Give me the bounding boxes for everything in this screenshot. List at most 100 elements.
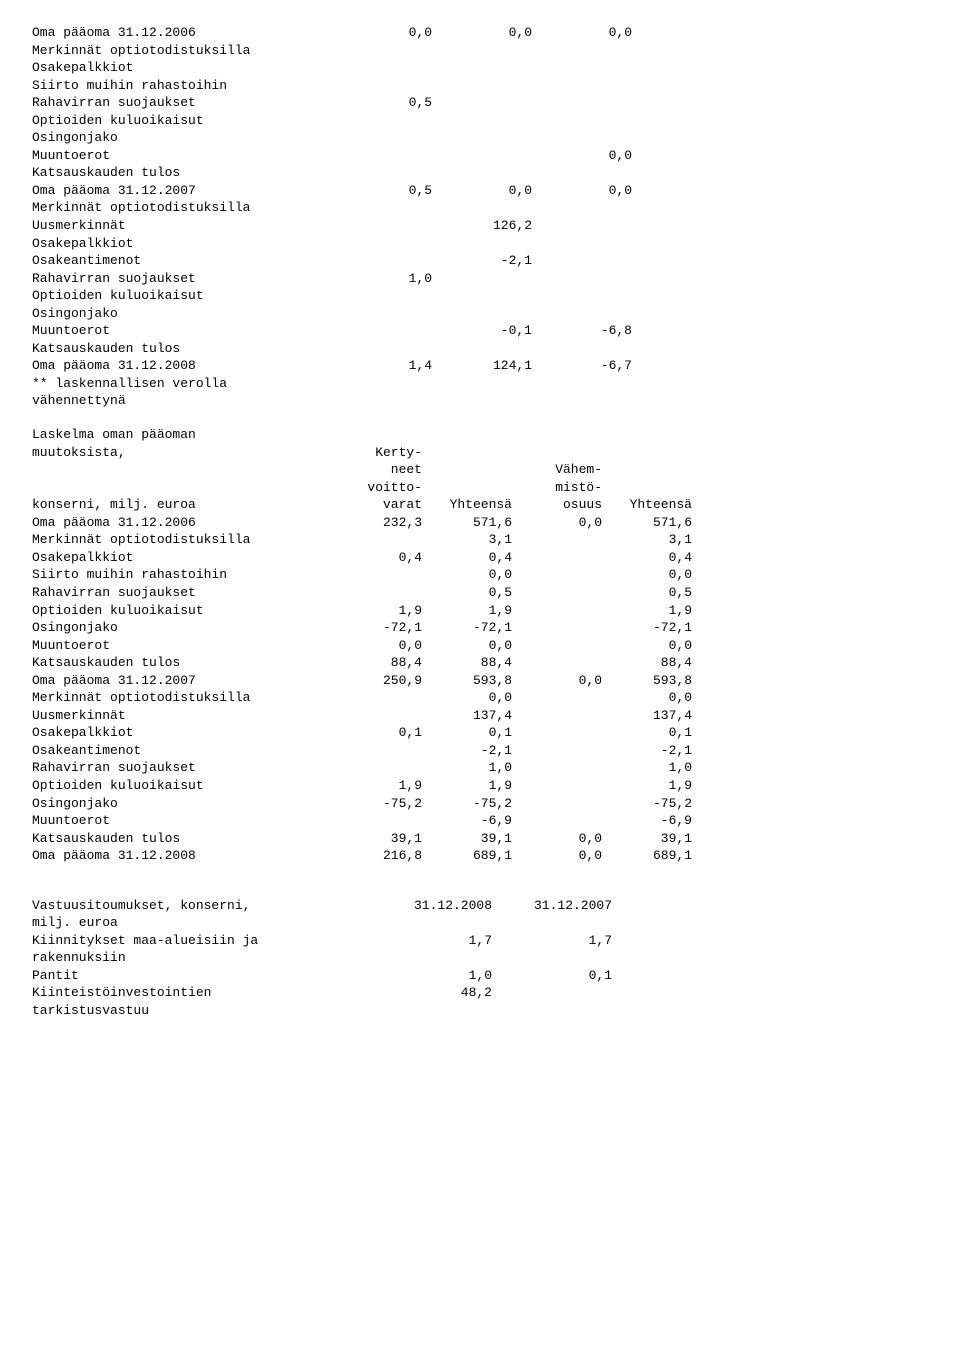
col-3: [532, 59, 632, 77]
col-2: 0,0: [422, 637, 512, 655]
equity-row: Optioiden kuluoikaisut1,91,91,9: [32, 602, 928, 620]
h-c1: neet: [332, 461, 422, 479]
col-4: 0,1: [602, 724, 692, 742]
col-1: [332, 147, 432, 165]
col-1: [332, 305, 432, 323]
h-c2: [422, 461, 512, 479]
row-label: Merkinnät optiotodistuksilla: [32, 42, 332, 60]
col-1: [332, 531, 422, 549]
col-2: [432, 270, 532, 288]
header-row: milj. euroa: [32, 914, 928, 932]
row-label: ** laskennallisen verolla: [32, 375, 332, 393]
h-c1: [372, 914, 492, 932]
col-3: [512, 654, 602, 672]
h-c4: [602, 461, 692, 479]
equity-row: Rahavirran suojaukset1,0: [32, 270, 928, 288]
h-c3: Vähem-: [512, 461, 602, 479]
row-label: Optioiden kuluoikaisut: [32, 777, 332, 795]
col-1: [332, 59, 432, 77]
col-4: -75,2: [602, 795, 692, 813]
h-c3: osuus: [512, 496, 602, 514]
h-c2: [422, 479, 512, 497]
col-4: -72,1: [602, 619, 692, 637]
col-3: [532, 270, 632, 288]
equity-row: Rahavirran suojaukset1,01,0: [32, 759, 928, 777]
col-3: [532, 392, 632, 410]
h-c1: voitto-: [332, 479, 422, 497]
row-label: Osakeantimenot: [32, 742, 332, 760]
col-2: -2,1: [432, 252, 532, 270]
col-2: 1,0: [422, 759, 512, 777]
col-1: [332, 287, 432, 305]
col-4: 137,4: [602, 707, 692, 725]
equity-row: Optioiden kuluoikaisut: [32, 287, 928, 305]
col-1: 0,1: [332, 724, 422, 742]
col-2: [432, 235, 532, 253]
col-1: 39,1: [332, 830, 422, 848]
row-label: Osakepalkkiot: [32, 549, 332, 567]
row-label: Osakepalkkiot: [32, 59, 332, 77]
equity-row: Merkinnät optiotodistuksilla: [32, 199, 928, 217]
col-3: [532, 375, 632, 393]
col-2: [492, 984, 612, 1002]
col-1: [332, 742, 422, 760]
col-2: -72,1: [422, 619, 512, 637]
col-2: 137,4: [422, 707, 512, 725]
h-c1: varat: [332, 496, 422, 514]
equity-row: vähennettynä: [32, 392, 928, 410]
equity-row: Uusmerkinnät 126,2: [32, 217, 928, 235]
col-2: [432, 147, 532, 165]
row-label: Katsauskauden tulos: [32, 340, 332, 358]
header-label: Vastuusitoumukset, konserni,: [32, 897, 372, 915]
col-2: 126,2: [432, 217, 532, 235]
col-4: 39,1: [602, 830, 692, 848]
col-3: [512, 724, 602, 742]
equity-row: Katsauskauden tulos: [32, 164, 928, 182]
col-1: 1,0: [332, 270, 432, 288]
col-1: 0,4: [332, 549, 422, 567]
row-label: Kiinnitykset maa-alueisiin ja: [32, 932, 372, 950]
col-4: 593,8: [602, 672, 692, 690]
equity-row: Oma pääoma 31.12.2008216,8689,10,0689,1: [32, 847, 928, 865]
col-1: [332, 566, 422, 584]
header-label: [32, 479, 332, 497]
col-1: [332, 252, 432, 270]
col-1: 1,7: [372, 932, 492, 950]
equity-row: Optioiden kuluoikaisut: [32, 112, 928, 130]
col-1: 48,2: [372, 984, 492, 1002]
row-label: Osakeantimenot: [32, 252, 332, 270]
col-1: [332, 235, 432, 253]
equity-row: Oma pääoma 31.12.2007250,9593,80,0593,8: [32, 672, 928, 690]
col-2: 0,4: [422, 549, 512, 567]
equity-row: Merkinnät optiotodistuksilla: [32, 42, 928, 60]
col-2: [432, 112, 532, 130]
row-label: Pantit: [32, 967, 372, 985]
header-row: Laskelma oman pääoman: [32, 426, 928, 444]
equity-row: Optioiden kuluoikaisut1,91,91,9: [32, 777, 928, 795]
equity-row: Siirto muihin rahastoihin: [32, 77, 928, 95]
col-4: 0,0: [602, 637, 692, 655]
equity-row: Oma pääoma 31.12.20060,00,00,0: [32, 24, 928, 42]
col-3: 0,0: [512, 672, 602, 690]
equity-row: Oma pääoma 31.12.20070,50,00,0: [32, 182, 928, 200]
col-2: -2,1: [422, 742, 512, 760]
col-1: [332, 322, 432, 340]
col-2: 571,6: [422, 514, 512, 532]
row-label: Oma pääoma 31.12.2006: [32, 514, 332, 532]
row-label: Merkinnät optiotodistuksilla: [32, 531, 332, 549]
row-label: Oma pääoma 31.12.2008: [32, 847, 332, 865]
row-label: Uusmerkinnät: [32, 217, 332, 235]
col-3: [512, 619, 602, 637]
col-1: 1,9: [332, 777, 422, 795]
col-1: [332, 164, 432, 182]
header-row: konserni, milj. euroavaratYhteensäosuusY…: [32, 496, 928, 514]
col-2: [432, 164, 532, 182]
row-label: Rahavirran suojaukset: [32, 759, 332, 777]
col-3: 0,0: [532, 147, 632, 165]
row-label: Oma pääoma 31.12.2008: [32, 357, 332, 375]
col-2: 1,9: [422, 777, 512, 795]
equity-row: Oma pääoma 31.12.20081,4124,1-6,7: [32, 357, 928, 375]
col-2: [432, 375, 532, 393]
col-3: [512, 689, 602, 707]
row-label: Oma pääoma 31.12.2006: [32, 24, 332, 42]
